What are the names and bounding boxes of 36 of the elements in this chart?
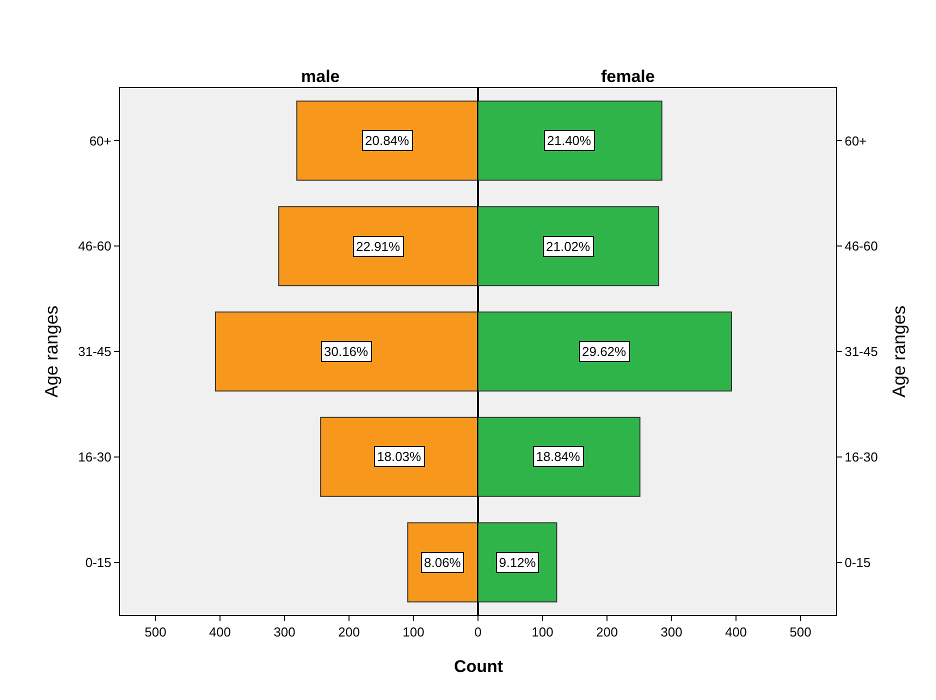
x-tick-label: 100 [532,624,554,640]
chart-title: male [301,67,340,86]
y-tick-label: 0-15 [844,554,871,570]
annotation: 22.91% [356,239,401,254]
x-tick-label: 200 [596,624,618,640]
x-tick-label: 500 [790,624,812,640]
x-axis-title: Count [454,657,504,676]
y-axis-title: Age ranges [888,305,909,398]
x-tick-label: 500 [144,624,166,640]
annotation: 9.12% [499,555,536,570]
annotation: 30.16% [324,344,369,359]
annotation: 18.84% [536,449,581,464]
x-tick-label: 400 [209,624,231,640]
y-tick-label: 31-45 [78,344,112,360]
y-tick-label: 31-45 [844,344,878,360]
x-tick-label: 100 [402,624,424,640]
x-tick-label: 200 [338,624,360,640]
y-tick-label: 60+ [844,133,867,148]
chart-title: female [601,67,655,86]
y-tick-label: 46-60 [844,238,878,254]
x-tick-label: 0 [474,624,482,640]
annotation: 29.62% [582,344,627,359]
y-tick-label: 60+ [89,133,112,148]
annotation: 21.40% [547,133,592,148]
x-tick-label: 300 [660,624,682,640]
annotation: 20.84% [365,133,410,148]
y-tick-label: 16-30 [78,449,112,464]
x-tick-label: 400 [725,624,747,640]
annotation: 8.06% [424,555,462,570]
x-tick-label: 300 [274,624,296,640]
annotation: 21.02% [546,239,591,254]
y-tick-label: 46-60 [78,238,112,254]
y-axis-title: Age ranges [41,305,62,398]
annotation: 18.03% [377,449,422,464]
y-tick-label: 0-15 [85,554,112,570]
y-tick-label: 16-30 [844,449,878,464]
